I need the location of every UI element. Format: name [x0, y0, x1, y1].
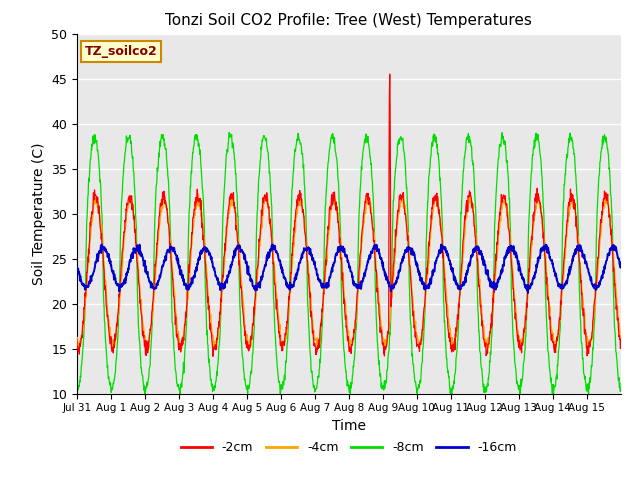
Title: Tonzi Soil CO2 Profile: Tree (West) Temperatures: Tonzi Soil CO2 Profile: Tree (West) Temp… [165, 13, 532, 28]
Text: TZ_soilco2: TZ_soilco2 [85, 45, 157, 58]
Legend: -2cm, -4cm, -8cm, -16cm: -2cm, -4cm, -8cm, -16cm [175, 436, 522, 459]
Y-axis label: Soil Temperature (C): Soil Temperature (C) [31, 143, 45, 285]
X-axis label: Time: Time [332, 419, 366, 433]
